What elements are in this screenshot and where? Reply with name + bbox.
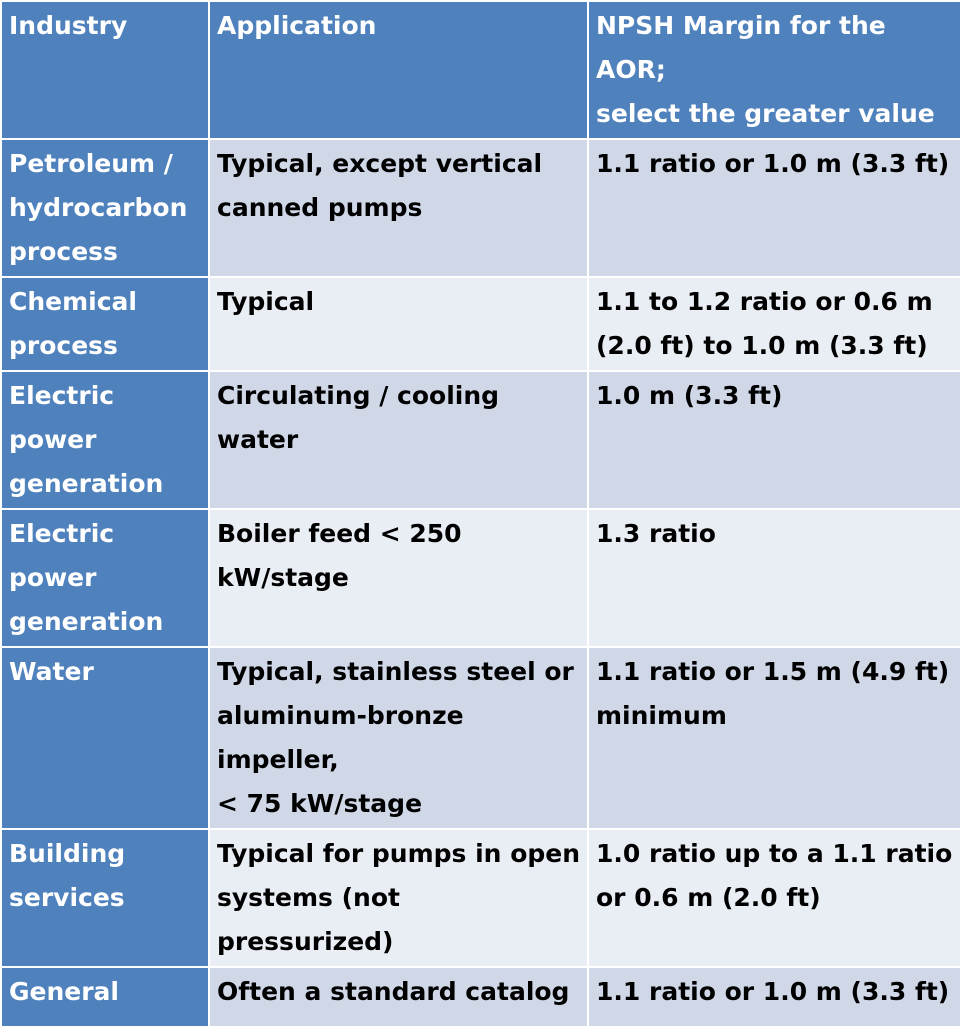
industry-cell: Chemical process xyxy=(0,276,210,372)
npsh-margin-cell: 1.0 m (3.3 ft) xyxy=(587,370,960,510)
header-npsh-margin: NPSH Margin for the AOR; select the grea… xyxy=(587,0,960,140)
table-row: Water Typical, stainless steel or alumin… xyxy=(0,646,960,830)
npsh-margin-cell: 1.1 ratio or 1.5 m (4.9 ft) minimum xyxy=(587,646,960,830)
application-cell: Circulating / cooling water xyxy=(208,370,589,510)
application-cell: Typical, stainless steel or aluminum-bro… xyxy=(208,646,589,830)
npsh-margin-cell: 1.1 ratio or 1.0 m (3.3 ft) xyxy=(587,138,960,278)
npsh-margin-cell: 1.1 ratio or 1.0 m (3.3 ft) xyxy=(587,966,960,1028)
table-row: Electric power generation Boiler feed < … xyxy=(0,508,960,648)
application-cell: Boiler feed < 250 kW/stage xyxy=(208,508,589,648)
application-cell: Typical, except vertical canned pumps xyxy=(208,138,589,278)
header-application: Application xyxy=(208,0,589,140)
application-cell: Typical for pumps in open systems (not p… xyxy=(208,828,589,968)
npsh-margin-cell: 1.1 to 1.2 ratio or 0.6 m (2.0 ft) to 1.… xyxy=(587,276,960,372)
table-row: Petroleum / hydrocarbon process Typical,… xyxy=(0,138,960,278)
table-row: Chemical process Typical 1.1 to 1.2 rati… xyxy=(0,276,960,372)
application-cell: Typical xyxy=(208,276,589,372)
header-industry: Industry xyxy=(0,0,210,140)
header-row: Industry Application NPSH Margin for the… xyxy=(0,0,960,140)
industry-cell: Building services xyxy=(0,828,210,968)
npsh-margin-cell: 1.3 ratio xyxy=(587,508,960,648)
industry-cell: Electric power generation xyxy=(0,370,210,510)
npsh-margin-cell: 1.0 ratio up to a 1.1 ratio or 0.6 m (2.… xyxy=(587,828,960,968)
industry-cell: General xyxy=(0,966,210,1028)
industry-cell: Water xyxy=(0,646,210,830)
industry-cell: Petroleum / hydrocarbon process xyxy=(0,138,210,278)
table-row: Building services Typical for pumps in o… xyxy=(0,828,960,968)
industry-cell: Electric power generation xyxy=(0,508,210,648)
application-cell: Often a standard catalog xyxy=(208,966,589,1028)
table-row: Electric power generation Circulating / … xyxy=(0,370,960,510)
table-row: General Often a standard catalog 1.1 rat… xyxy=(0,966,960,1028)
